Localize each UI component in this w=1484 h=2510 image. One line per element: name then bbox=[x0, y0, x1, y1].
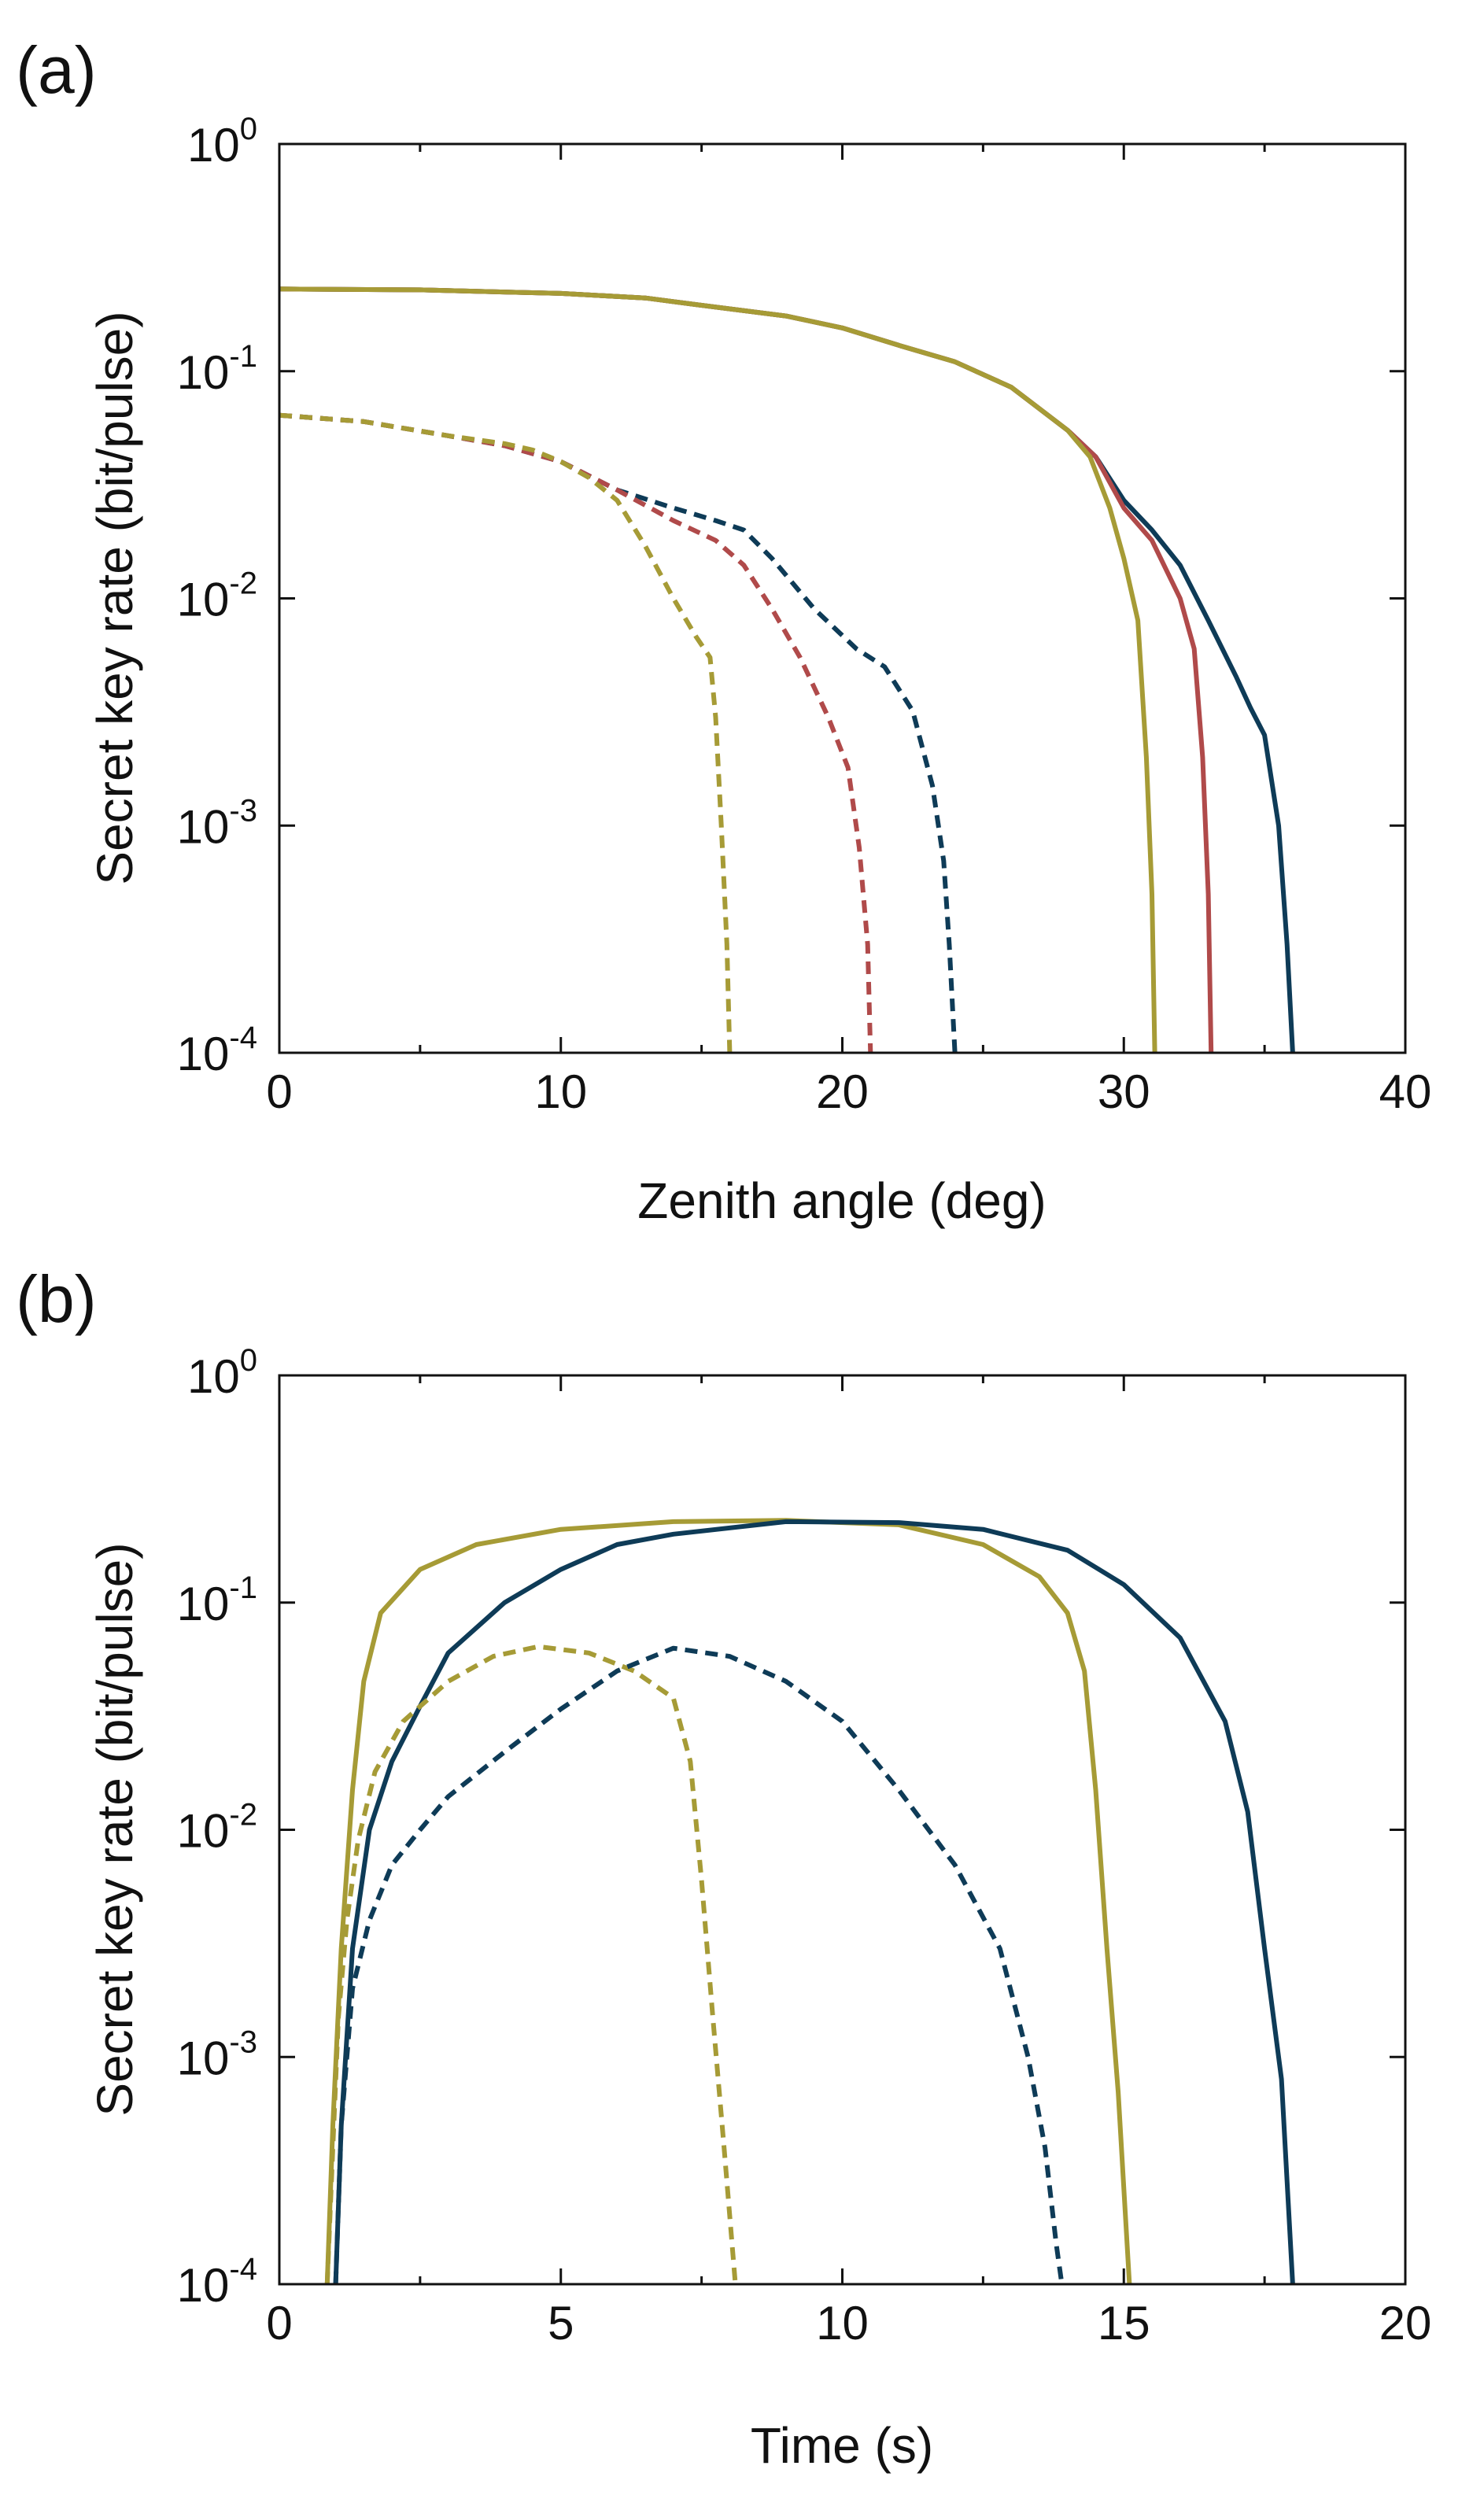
panel-b-series-navy-dashed bbox=[333, 1645, 1065, 2285]
panel-b-x-axis-label: Time (s) bbox=[751, 2417, 933, 2474]
panel-b-y-axis-label: Secret key rate (bit/pulse) bbox=[87, 1542, 143, 2116]
panel-a-series-navy-dashed bbox=[279, 412, 958, 1054]
panel-a-y-tick-label: 10-3 bbox=[177, 793, 257, 853]
panel-b-y-tick-label: 10-1 bbox=[177, 1571, 257, 1630]
panel-b-x-tick-label: 10 bbox=[816, 2297, 869, 2349]
panel-b-x-tick-label: 15 bbox=[1098, 2297, 1150, 2349]
panel-a-x-tick-label: 30 bbox=[1098, 1065, 1150, 1118]
panel-b-x-tick-label: 20 bbox=[1379, 2297, 1432, 2349]
panel-b-series-olive-dashed bbox=[324, 1644, 738, 2285]
panel-a-series-red-dashed bbox=[279, 412, 873, 1054]
panel-a-y-tick-label: 100 bbox=[187, 112, 257, 172]
panel-a-x-tick-label: 0 bbox=[266, 1065, 292, 1118]
panel-b-series bbox=[324, 1518, 1295, 2285]
panel-a-x-axis-label: Zenith angle (deg) bbox=[637, 1172, 1046, 1229]
panel-a-ticks: 0 10 20 30 40 100 10-1 10-2 10-3 10-4 bbox=[177, 112, 1432, 1118]
panel-a-plot-frame bbox=[278, 142, 1407, 1054]
panel-a: (a) 0 10 20 30 40 100 10-1 10-2 10-3 10-4 Zenith … bbox=[16, 33, 1431, 1229]
panel-a-x-tick-label: 10 bbox=[534, 1065, 587, 1118]
panel-b-label: (b) bbox=[16, 1262, 97, 1336]
panel-b-series-navy-solid bbox=[333, 1519, 1295, 2285]
panel-a-y-tick-label: 10-4 bbox=[177, 1021, 257, 1080]
panel-a-y-axis-label: Secret key rate (bit/pulse) bbox=[87, 311, 143, 884]
panel-b-y-tick-label: 100 bbox=[187, 1343, 257, 1403]
panel-b-y-tick-label: 10-4 bbox=[177, 2252, 257, 2312]
panel-a-x-tick-label: 40 bbox=[1379, 1065, 1432, 1118]
panel-a-series-red-solid bbox=[279, 286, 1214, 1054]
panel-b-series-olive-solid bbox=[324, 1518, 1132, 2285]
panel-b-x-tick-label: 5 bbox=[548, 2297, 574, 2349]
panel-a-x-tick-label: 20 bbox=[816, 1065, 869, 1118]
panel-b-y-tick-label: 10-2 bbox=[177, 1798, 257, 1858]
panel-b: (b) 0 5 10 15 20 100 10-1 10-2 10-3 10-4 Time (s)… bbox=[16, 1262, 1431, 2474]
panel-a-series bbox=[279, 286, 1295, 1054]
panel-b-x-tick-label: 0 bbox=[266, 2297, 292, 2349]
panel-b-y-tick-label: 10-3 bbox=[177, 2025, 257, 2084]
panel-a-series-olive-dashed bbox=[279, 412, 733, 1054]
panel-a-y-tick-label: 10-2 bbox=[177, 567, 257, 626]
panel-a-label: (a) bbox=[16, 33, 97, 107]
panel-b-ticks: 0 5 10 15 20 100 10-1 10-2 10-3 10-4 bbox=[177, 1343, 1432, 2349]
panel-b-plot-frame bbox=[278, 1374, 1407, 2286]
panel-a-series-olive-solid bbox=[279, 286, 1157, 1054]
panel-a-y-tick-label: 10-1 bbox=[177, 339, 257, 399]
